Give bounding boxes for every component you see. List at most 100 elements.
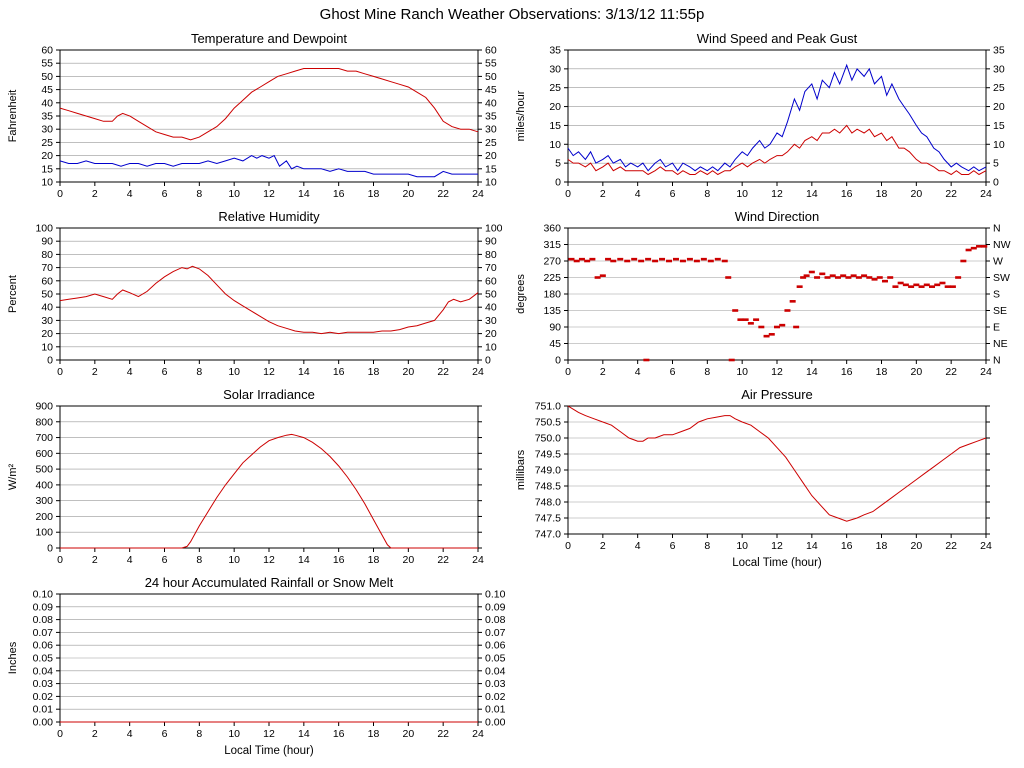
svg-text:14: 14 <box>806 366 818 378</box>
chart-title: 24 hour Accumulated Rainfall or Snow Mel… <box>145 575 394 590</box>
svg-text:14: 14 <box>298 728 310 740</box>
svg-text:225: 225 <box>543 272 561 284</box>
svg-text:750.5: 750.5 <box>535 417 561 429</box>
svg-text:747.0: 747.0 <box>535 529 561 541</box>
svg-text:800: 800 <box>35 416 53 428</box>
svg-text:20: 20 <box>485 328 497 340</box>
svg-text:35: 35 <box>549 45 561 57</box>
svg-text:35: 35 <box>993 45 1005 57</box>
svg-text:12: 12 <box>771 188 783 200</box>
svg-text:14: 14 <box>298 188 310 200</box>
svg-text:0: 0 <box>47 543 53 555</box>
svg-text:0: 0 <box>47 355 53 367</box>
svg-text:18: 18 <box>876 540 888 552</box>
svg-text:10: 10 <box>549 139 561 151</box>
svg-text:15: 15 <box>485 163 497 175</box>
svg-text:NE: NE <box>993 338 1008 350</box>
svg-text:400: 400 <box>35 479 53 491</box>
svg-text:0.07: 0.07 <box>485 627 506 639</box>
svg-text:4: 4 <box>127 366 133 378</box>
svg-text:8: 8 <box>196 728 202 740</box>
svg-text:55: 55 <box>41 58 53 70</box>
svg-text:20: 20 <box>910 188 922 200</box>
svg-text:24: 24 <box>472 728 484 740</box>
svg-text:12: 12 <box>263 188 275 200</box>
chart-title: Wind Direction <box>735 209 820 224</box>
svg-text:8: 8 <box>196 554 202 566</box>
svg-text:20: 20 <box>41 328 53 340</box>
chart-title: Relative Humidity <box>218 209 320 224</box>
svg-text:16: 16 <box>333 554 345 566</box>
svg-text:W: W <box>993 256 1003 268</box>
svg-text:20: 20 <box>402 366 414 378</box>
chart-title: Wind Speed and Peak Gust <box>697 31 858 46</box>
svg-text:0.01: 0.01 <box>485 704 506 716</box>
svg-text:50: 50 <box>41 289 53 301</box>
svg-text:10: 10 <box>228 728 240 740</box>
svg-text:16: 16 <box>841 366 853 378</box>
svg-text:80: 80 <box>41 249 53 261</box>
svg-text:24: 24 <box>472 366 484 378</box>
svg-text:0: 0 <box>565 366 571 378</box>
svg-text:751.0: 751.0 <box>535 401 561 413</box>
svg-text:20: 20 <box>910 366 922 378</box>
svg-text:5: 5 <box>993 158 999 170</box>
chart-title: Solar Irradiance <box>223 387 315 402</box>
svg-text:45: 45 <box>41 84 53 96</box>
svg-text:6: 6 <box>670 188 676 200</box>
svg-text:6: 6 <box>670 366 676 378</box>
svg-text:20: 20 <box>485 150 497 162</box>
svg-text:25: 25 <box>485 137 497 149</box>
svg-text:12: 12 <box>263 554 275 566</box>
svg-text:16: 16 <box>841 540 853 552</box>
y-axis-label: Fahrenheit <box>7 90 19 143</box>
svg-text:600: 600 <box>35 448 53 460</box>
chart-title: Temperature and Dewpoint <box>191 31 347 46</box>
svg-text:20: 20 <box>549 101 561 113</box>
x-axis-label: Local Time (hour) <box>224 745 314 757</box>
svg-text:40: 40 <box>41 97 53 109</box>
svg-text:100: 100 <box>35 527 53 539</box>
svg-text:E: E <box>993 322 1000 334</box>
svg-text:30: 30 <box>993 63 1005 75</box>
svg-text:18: 18 <box>368 366 380 378</box>
svg-text:0.04: 0.04 <box>485 665 506 677</box>
svg-text:30: 30 <box>41 315 53 327</box>
svg-text:90: 90 <box>485 236 497 248</box>
svg-text:0.08: 0.08 <box>33 614 54 626</box>
svg-text:35: 35 <box>485 111 497 123</box>
svg-text:24: 24 <box>980 188 992 200</box>
svg-text:24: 24 <box>980 366 992 378</box>
svg-text:6: 6 <box>162 728 168 740</box>
svg-text:16: 16 <box>333 728 345 740</box>
svg-text:S: S <box>993 289 1000 301</box>
svg-text:749.5: 749.5 <box>535 449 561 461</box>
svg-text:2: 2 <box>600 366 606 378</box>
svg-text:0.00: 0.00 <box>33 717 54 729</box>
svg-text:22: 22 <box>437 554 449 566</box>
svg-text:45: 45 <box>485 84 497 96</box>
svg-text:30: 30 <box>41 124 53 136</box>
svg-text:12: 12 <box>263 728 275 740</box>
svg-text:0: 0 <box>993 177 999 189</box>
svg-text:0.05: 0.05 <box>33 653 54 665</box>
svg-text:90: 90 <box>41 236 53 248</box>
svg-text:50: 50 <box>41 71 53 83</box>
y-axis-label: millibars <box>515 449 527 490</box>
svg-text:180: 180 <box>543 289 561 301</box>
svg-text:0.02: 0.02 <box>33 691 54 703</box>
svg-text:20: 20 <box>41 150 53 162</box>
svg-text:0: 0 <box>565 540 571 552</box>
solar-svg: Solar Irradiance010020030040050060070080… <box>7 387 484 566</box>
svg-text:6: 6 <box>162 366 168 378</box>
svg-text:4: 4 <box>127 728 133 740</box>
svg-text:4: 4 <box>635 188 641 200</box>
svg-text:0.00: 0.00 <box>485 717 506 729</box>
svg-text:22: 22 <box>437 188 449 200</box>
svg-text:0.04: 0.04 <box>33 665 54 677</box>
svg-text:22: 22 <box>945 366 957 378</box>
svg-text:22: 22 <box>437 728 449 740</box>
svg-text:18: 18 <box>368 554 380 566</box>
svg-text:0: 0 <box>485 355 491 367</box>
